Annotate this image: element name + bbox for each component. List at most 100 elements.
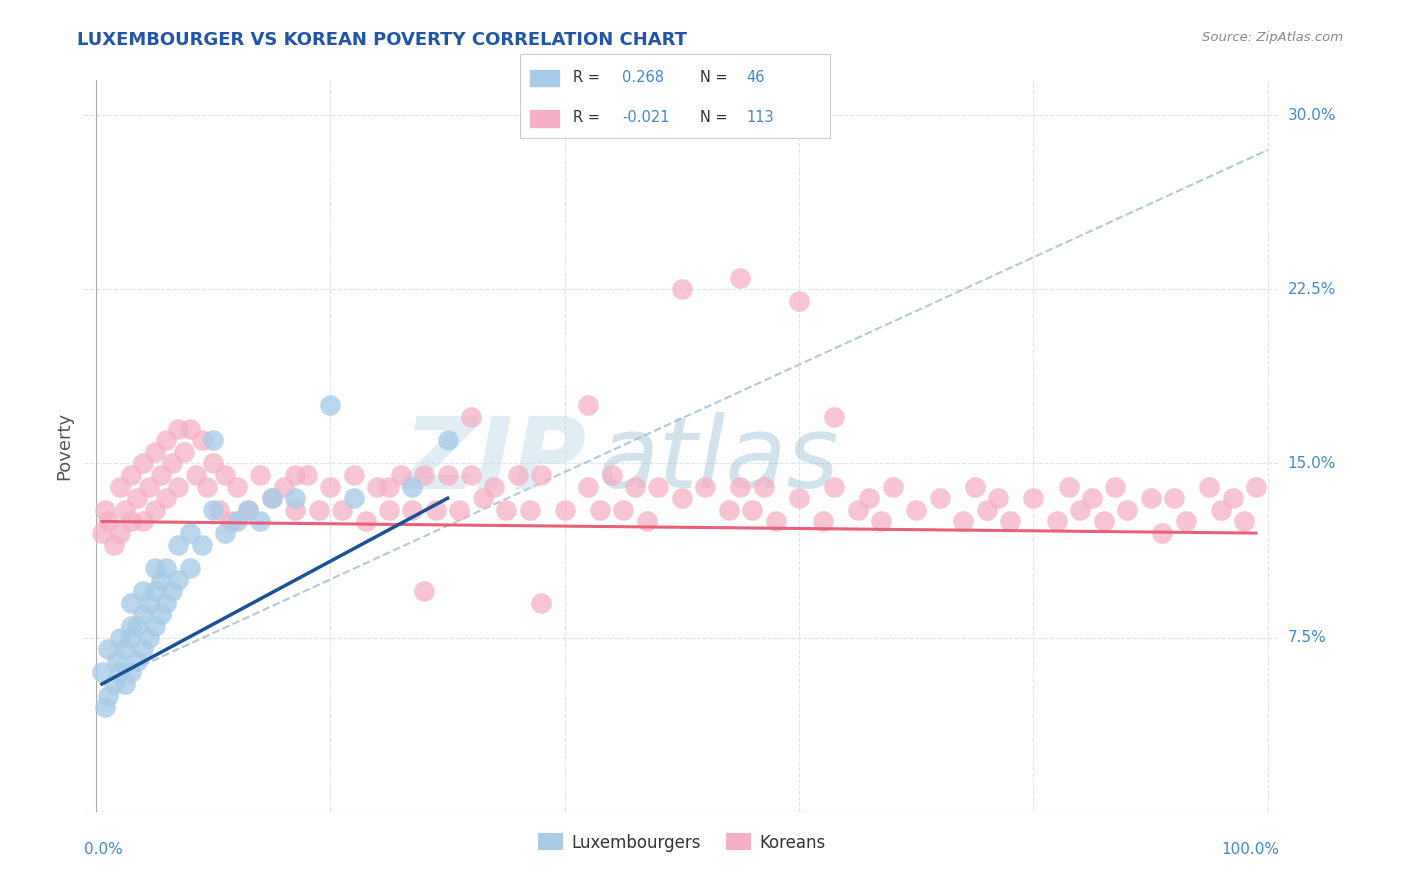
Point: [589, 503, 612, 517]
Point: [162, 457, 183, 471]
Legend: Luxembourgers, Koreans: Luxembourgers, Koreans: [531, 827, 832, 858]
Point: [184, 468, 207, 483]
Point: [120, 631, 142, 645]
Point: [695, 480, 717, 494]
Point: [330, 503, 353, 517]
Point: [238, 503, 260, 517]
Point: [149, 468, 172, 483]
Point: [249, 468, 271, 483]
Point: [284, 503, 307, 517]
Point: [127, 654, 149, 668]
Point: [167, 573, 190, 587]
Point: [319, 480, 342, 494]
Point: [284, 468, 307, 483]
Point: [425, 503, 447, 517]
Point: [90, 665, 114, 680]
Point: [530, 596, 553, 610]
Point: [366, 480, 388, 494]
Point: [120, 596, 142, 610]
Point: [928, 491, 950, 506]
Point: [647, 480, 669, 494]
Point: [1174, 515, 1197, 529]
Point: [202, 457, 225, 471]
Point: [1198, 480, 1220, 494]
Point: [120, 619, 142, 633]
Point: [1244, 480, 1267, 494]
Text: -0.021: -0.021: [623, 111, 669, 126]
Point: [138, 631, 160, 645]
Point: [1163, 491, 1185, 506]
Point: [987, 491, 1010, 506]
Point: [132, 515, 155, 529]
Point: [103, 677, 125, 691]
Point: [143, 503, 166, 517]
Text: N =: N =: [700, 111, 727, 126]
Point: [120, 468, 142, 483]
Point: [319, 398, 342, 412]
Point: [343, 491, 366, 506]
Point: [811, 515, 834, 529]
Point: [436, 433, 458, 447]
Point: [167, 421, 190, 435]
Point: [389, 468, 412, 483]
Point: [354, 515, 377, 529]
Text: 15.0%: 15.0%: [1288, 456, 1336, 471]
Point: [905, 503, 928, 517]
Point: [401, 480, 423, 494]
Point: [741, 503, 763, 517]
Point: [506, 468, 529, 483]
Text: 0.0%: 0.0%: [84, 842, 124, 857]
Point: [108, 480, 131, 494]
Point: [284, 491, 307, 506]
Point: [624, 480, 647, 494]
Point: [225, 515, 247, 529]
Point: [484, 480, 506, 494]
Point: [1116, 503, 1139, 517]
Point: [138, 596, 160, 610]
Point: [963, 480, 986, 494]
Text: R =: R =: [572, 111, 600, 126]
Point: [143, 619, 166, 633]
Point: [1081, 491, 1104, 506]
Point: [179, 421, 201, 435]
Point: [132, 584, 155, 599]
Point: [1222, 491, 1244, 506]
Point: [1152, 526, 1174, 541]
Point: [1209, 503, 1232, 517]
Point: [105, 654, 128, 668]
Point: [1069, 503, 1091, 517]
Point: [103, 538, 125, 552]
Point: [576, 398, 599, 412]
Point: [343, 468, 366, 483]
Point: [449, 503, 471, 517]
Text: 100.0%: 100.0%: [1222, 842, 1279, 857]
Point: [108, 631, 131, 645]
Point: [471, 491, 494, 506]
Bar: [530, 69, 561, 87]
Point: [114, 677, 136, 691]
Text: ZIP: ZIP: [404, 412, 586, 509]
Point: [378, 480, 401, 494]
Point: [378, 503, 401, 517]
Point: [752, 480, 775, 494]
Point: [1057, 480, 1080, 494]
Point: [460, 468, 482, 483]
Point: [765, 515, 787, 529]
Text: N =: N =: [700, 70, 727, 85]
Point: [1233, 515, 1256, 529]
Point: [143, 445, 166, 459]
Point: [495, 503, 517, 517]
Point: [519, 503, 541, 517]
Point: [460, 409, 482, 424]
Point: [823, 480, 845, 494]
Point: [671, 282, 693, 296]
Point: [179, 561, 201, 575]
Point: [436, 468, 458, 483]
Point: [214, 468, 236, 483]
Point: [202, 503, 225, 517]
Point: [127, 491, 149, 506]
Point: [127, 619, 149, 633]
Point: [132, 642, 155, 657]
Point: [97, 689, 120, 703]
Point: [208, 503, 231, 517]
